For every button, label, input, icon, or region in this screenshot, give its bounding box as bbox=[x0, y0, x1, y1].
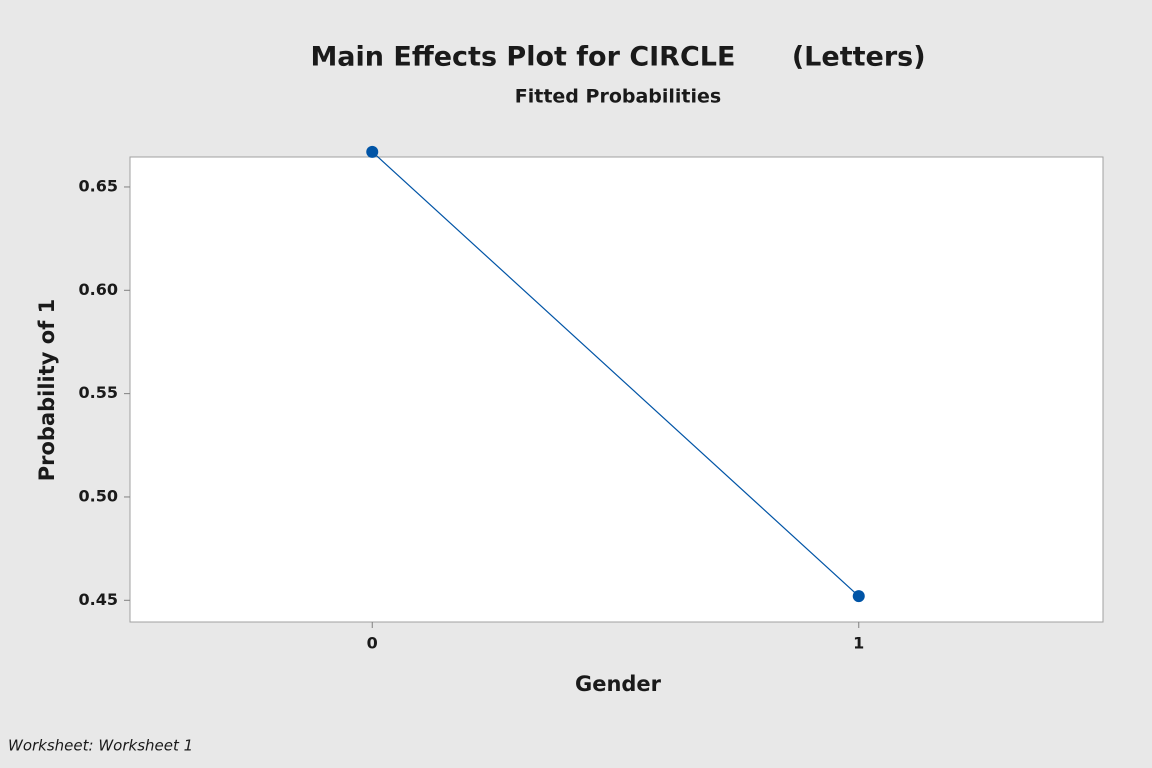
chart-subtitle: Fitted Probabilities bbox=[515, 86, 721, 108]
y-tick-label: 0.65 bbox=[79, 176, 118, 195]
x-tick-label: 0 bbox=[367, 634, 378, 653]
data-point bbox=[852, 590, 865, 603]
y-tick-label: 0.50 bbox=[79, 486, 118, 505]
y-tick-label: 0.45 bbox=[79, 590, 118, 609]
y-axis-label: Probability of 1 bbox=[35, 299, 59, 482]
footnote: Worksheet: Worksheet 1 bbox=[8, 737, 193, 755]
y-tick-label: 0.55 bbox=[79, 383, 118, 402]
x-axis-label: Gender bbox=[575, 672, 662, 696]
y-tick-label: 0.60 bbox=[79, 280, 118, 299]
data-line bbox=[371, 151, 860, 597]
chart-title: Main Effects Plot for CIRCLE (Letters) bbox=[310, 42, 925, 73]
data-point bbox=[366, 145, 379, 158]
plot-area bbox=[129, 156, 1104, 623]
x-tick-label: 1 bbox=[853, 634, 864, 653]
